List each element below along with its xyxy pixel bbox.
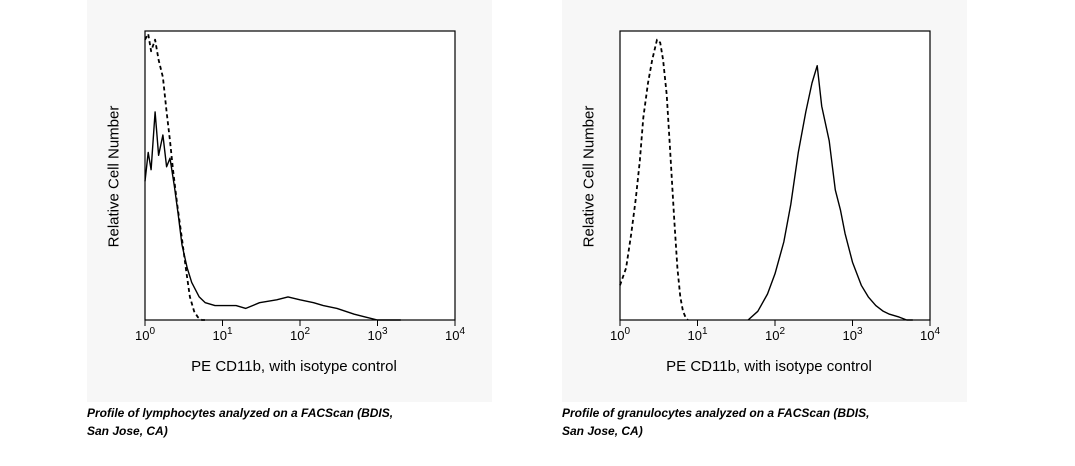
plot-frame bbox=[144, 30, 456, 321]
x-axis-label: PE CD11b, with isotype control bbox=[191, 358, 397, 375]
cd11b-histogram-line bbox=[747, 64, 913, 321]
x-tick-label: 101 bbox=[212, 326, 232, 343]
histogram-chart-granulocytes: 100 101 102 103 104 bbox=[610, 30, 940, 343]
caption-line: San Jose, CA) bbox=[87, 424, 168, 438]
caption-line: Profile of granulocytes analyzed on a FA… bbox=[562, 406, 870, 420]
histogram-panel-lymphocytes: 100 101 102 103 104 Relative Cell Number PE … bbox=[87, 0, 492, 402]
isotype-control-line bbox=[619, 38, 689, 321]
y-axis-label: Relative Cell Number bbox=[580, 105, 598, 248]
x-tick-label: 104 bbox=[445, 326, 465, 343]
x-tick-label: 101 bbox=[687, 326, 707, 343]
y-axis-label: Relative Cell Number bbox=[105, 105, 123, 248]
caption-line: San Jose, CA) bbox=[562, 424, 643, 438]
plot-frame bbox=[619, 30, 931, 321]
x-tick-label: 100 bbox=[610, 326, 630, 343]
x-tick-label: 104 bbox=[920, 326, 940, 343]
histogram-chart-lymphocytes: 100 101 102 103 104 bbox=[135, 30, 465, 343]
x-tick-label: 100 bbox=[135, 326, 155, 343]
cd11b-histogram-line bbox=[144, 111, 401, 321]
figure-caption-granulocytes: Profile of granulocytes analyzed on a FA… bbox=[562, 404, 942, 440]
x-axis-label: PE CD11b, with isotype control bbox=[666, 358, 872, 375]
x-tick-label: 102 bbox=[765, 326, 785, 343]
x-tick-label: 103 bbox=[367, 326, 387, 343]
caption-line: Profile of lymphocytes analyzed on a FAC… bbox=[87, 406, 394, 420]
x-tick-label: 103 bbox=[842, 326, 862, 343]
histogram-panel-granulocytes: 100 101 102 103 104 Relative Cell Number PE … bbox=[562, 0, 967, 402]
figure-caption-lymphocytes: Profile of lymphocytes analyzed on a FAC… bbox=[87, 404, 467, 440]
x-tick-label: 102 bbox=[290, 326, 310, 343]
